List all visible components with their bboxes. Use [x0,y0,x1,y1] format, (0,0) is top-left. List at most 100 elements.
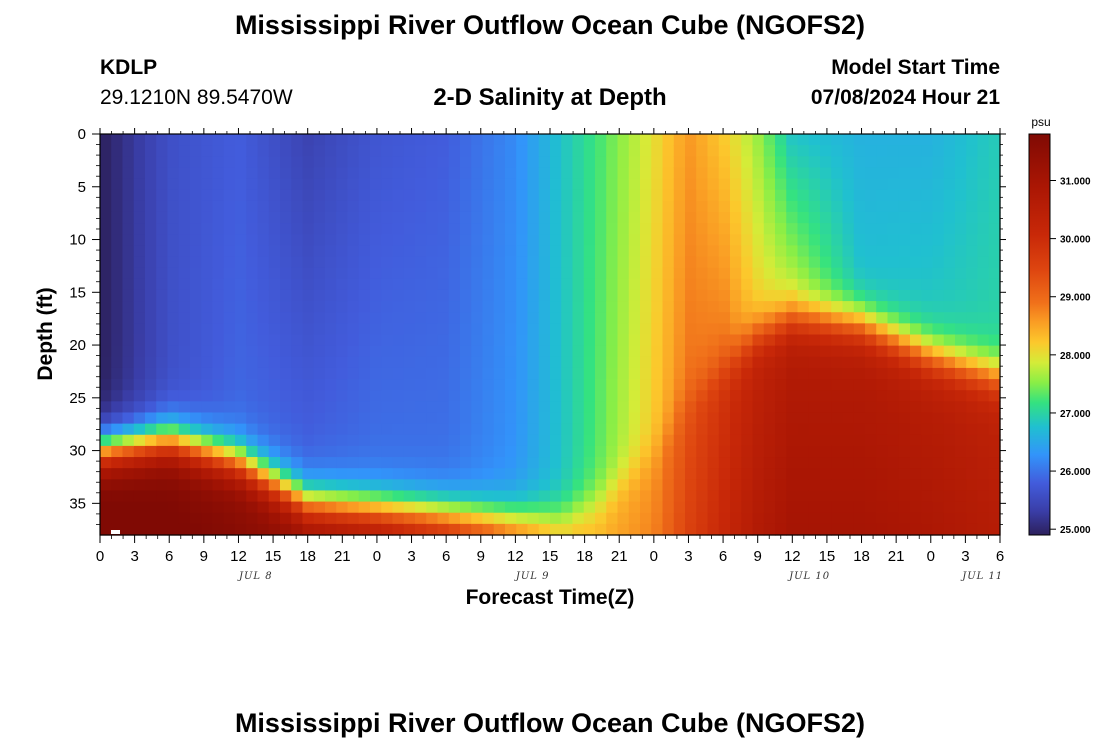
heatmap-cell [583,379,596,391]
heatmap-cell [786,167,799,180]
heatmap-cell [437,501,450,514]
heatmap-cell [133,200,146,213]
heatmap-cell [493,278,506,291]
heatmap-cell [752,423,765,436]
heatmap-cell [538,134,551,146]
heatmap-cell [325,379,337,391]
heatmap-cell [336,234,349,246]
heatmap-cell [876,490,889,503]
heatmap-cell [167,234,180,246]
heatmap-cell [730,468,742,480]
heatmap-cell [111,278,124,291]
heatmap-cell [921,323,934,336]
heatmap-cell [178,468,191,480]
heatmap-cell [606,134,619,146]
heatmap-cell [730,134,742,146]
heatmap-cell [381,457,394,469]
heatmap-cell [257,367,270,380]
heatmap-cell [606,379,619,391]
heatmap-cell [471,245,484,258]
heatmap-cell [415,167,427,180]
heatmap-cell [235,457,247,469]
heatmap-cell [977,434,990,447]
heatmap-cell [842,145,855,157]
heatmap-cell [640,334,652,347]
heatmap-cell [921,334,934,347]
heatmap-cell [763,512,776,525]
heatmap-cell [640,434,652,447]
heatmap-cell [797,234,810,246]
heatmap-cell [651,468,664,480]
heatmap-cell [291,156,304,169]
heatmap-cell [673,156,686,169]
heatmap-cell [482,379,495,391]
heatmap-cell [133,423,146,436]
x-date-label: JUL 10 [787,571,830,582]
heatmap-cell [606,167,619,180]
heatmap-cell [775,323,787,336]
heatmap-cell [325,301,337,313]
heatmap-cell [651,401,664,414]
heatmap-cell [550,278,562,291]
heatmap-cell [122,278,135,291]
heatmap-cell [752,301,765,313]
heatmap-cell [302,501,315,514]
heatmap-cell [437,457,450,469]
heatmap-cell [628,445,641,458]
heatmap-cell [966,390,979,402]
heatmap-cell [336,501,349,514]
heatmap-cell [606,178,619,191]
heatmap-cell [550,345,562,358]
heatmap-cell [752,501,765,514]
heatmap-cell [201,145,214,157]
heatmap-cell [392,178,405,191]
heatmap-cell [943,289,956,302]
heatmap-cell [471,379,484,391]
heatmap-cell [156,178,169,191]
heatmap-cell [662,390,675,402]
heatmap-cell [448,167,461,180]
heatmap-cell [752,234,765,246]
heatmap-cell [156,345,169,358]
heatmap-cell [741,134,754,146]
x-tick-label: 21 [611,548,628,565]
heatmap-cell [831,457,844,469]
heatmap-cell [842,367,855,380]
heatmap-cell [133,367,146,380]
heatmap-cell [696,278,709,291]
heatmap-cell [921,245,934,258]
heatmap-cell [673,256,686,269]
heatmap-cell [943,334,956,347]
heatmap-cell [156,278,169,291]
heatmap-cell [955,523,967,536]
heatmap-cell [212,178,225,191]
heatmap-cell [820,490,832,503]
heatmap-cell [370,457,382,469]
heatmap-cell [178,345,191,358]
heatmap-cell [122,234,135,246]
heatmap-cell [786,178,799,191]
heatmap-cell [505,423,517,436]
heatmap-cell [358,134,371,146]
heatmap-cell [651,289,664,302]
heatmap-cell [145,323,157,336]
heatmap-cell [178,167,191,180]
heatmap-cell [381,223,394,235]
heatmap-cell [111,145,124,157]
heatmap-cell [932,523,945,536]
heatmap-cell [235,301,247,313]
heatmap-cell [190,278,202,291]
heatmap-cell [415,479,427,492]
heatmap-cell [673,401,686,414]
heatmap-cell [403,345,416,358]
heatmap-cell [471,200,484,213]
heatmap-cell [403,323,416,336]
heatmap-cell [505,390,517,402]
heatmap-cell [415,289,427,302]
heatmap-cell [145,423,157,436]
heatmap-cell [527,390,540,402]
heatmap-cell [730,167,742,180]
heatmap-cell [673,134,686,146]
heatmap-cell [595,289,607,302]
heatmap-cell [651,145,664,157]
